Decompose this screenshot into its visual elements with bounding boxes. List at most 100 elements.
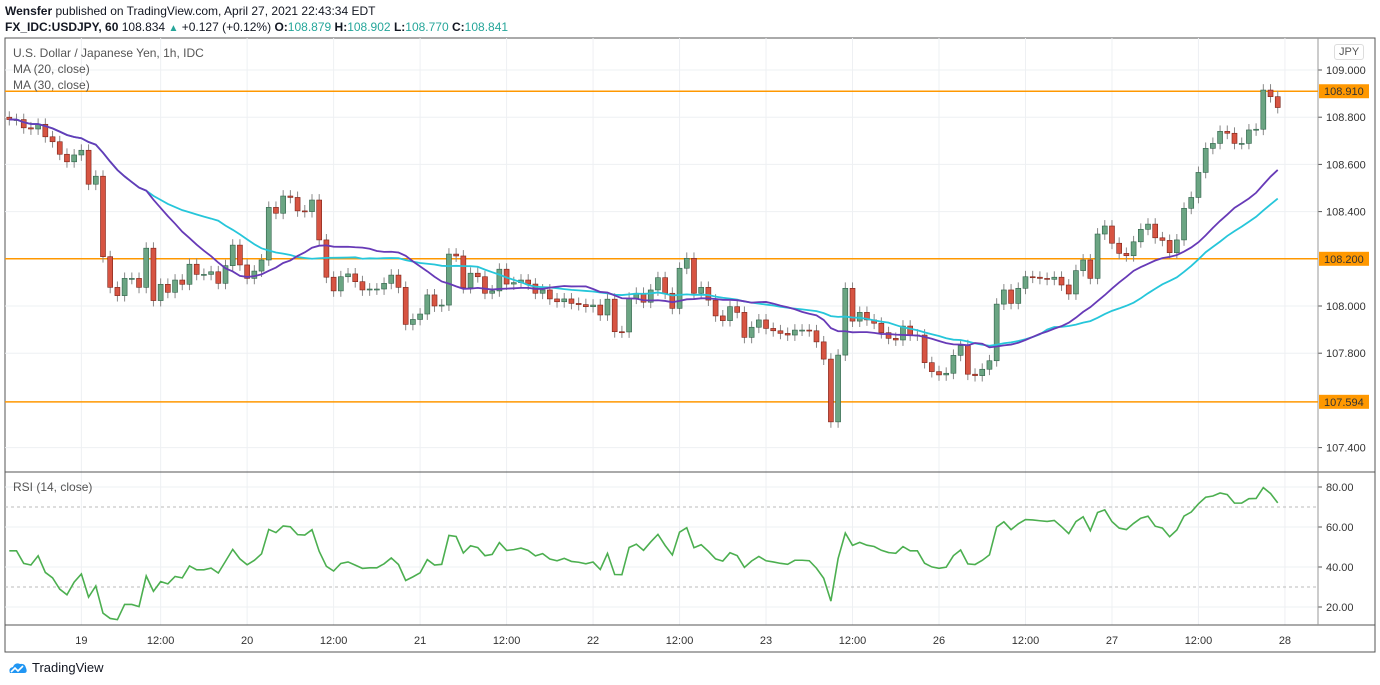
candle-up	[1015, 287, 1022, 304]
last-price: 108.834	[121, 20, 166, 34]
candle-up	[129, 278, 135, 280]
level-price-label: 108.910	[1324, 86, 1364, 98]
ma20-line	[9, 118, 1279, 349]
candle-down	[431, 294, 438, 307]
time-tick-label: 22	[587, 635, 599, 647]
candle-up	[1145, 223, 1151, 230]
candle-down	[100, 175, 106, 257]
candle-down	[583, 304, 589, 308]
rsi-tick-label: 40.00	[1326, 562, 1354, 574]
candle-down	[136, 278, 142, 288]
candle-up	[374, 288, 380, 291]
up-triangle-icon: ▲	[168, 23, 179, 34]
high-value: 108.902	[347, 20, 391, 34]
candle-down	[1008, 289, 1014, 304]
price-tick-label: 108.800	[1326, 112, 1366, 124]
candle-down	[1087, 259, 1094, 279]
candle-up	[467, 272, 474, 288]
candle-up	[381, 283, 387, 290]
symbol-info: FX_IDC:USDJPY, 60 108.834 ▲ +0.127 (+0.1…	[5, 20, 508, 34]
candle-up	[1130, 241, 1137, 257]
price-change: +0.127 (+0.12%)	[181, 20, 272, 34]
rsi-line	[9, 486, 1279, 621]
candle-down	[741, 312, 748, 338]
candle-down	[453, 253, 459, 257]
candle-up	[1210, 143, 1216, 149]
candle-down	[936, 371, 942, 376]
time-tick-label: 12:00	[666, 635, 694, 647]
candle-up	[1260, 89, 1267, 130]
candle-up	[792, 329, 798, 336]
candle-down	[1029, 276, 1036, 279]
candle-down	[547, 289, 553, 300]
candle-down	[597, 304, 604, 316]
candle-up	[1202, 148, 1209, 173]
time-tick-label: 23	[760, 635, 772, 647]
legend-rsi[interactable]: RSI (14, close)	[13, 480, 93, 494]
price-tick-label: 109.000	[1326, 65, 1366, 77]
candle-down	[1044, 278, 1050, 280]
price-tick-label: 107.800	[1326, 348, 1366, 360]
publish-info: Wensfer published on TradingView.com, Ap…	[5, 4, 375, 18]
candle-up	[683, 258, 690, 269]
author: Wensfer	[5, 4, 53, 18]
candle-up	[950, 355, 957, 374]
footer-brand[interactable]: TradingView	[32, 660, 104, 675]
candle-up	[1246, 129, 1252, 144]
candle-down	[712, 299, 719, 317]
candle-down	[806, 329, 813, 332]
candle-down	[705, 287, 712, 301]
candle-down	[1109, 225, 1115, 244]
candle-down	[1159, 237, 1166, 241]
candle-down	[878, 322, 885, 333]
chart-title: U.S. Dollar / Japanese Yen, 1h, IDC	[13, 46, 204, 60]
time-tick-label: 12:00	[147, 635, 175, 647]
candle-up	[1238, 143, 1245, 145]
candle-up	[698, 287, 704, 294]
time-tick-label: 12:00	[320, 635, 348, 647]
candle-up	[647, 289, 654, 303]
candle-down	[691, 258, 697, 294]
candle-down	[719, 315, 726, 321]
candle-down	[972, 373, 978, 376]
candle-down	[784, 333, 791, 336]
candle-up	[510, 282, 517, 285]
candle-up	[1051, 276, 1058, 280]
candle-up	[799, 329, 805, 332]
candle-down	[820, 341, 827, 360]
candle-down	[885, 332, 892, 339]
candle-up	[604, 298, 611, 316]
candle-down	[56, 141, 63, 155]
candle-down	[482, 276, 488, 294]
candle-up	[201, 274, 207, 276]
legend-ma30[interactable]: MA (30, close)	[13, 78, 90, 92]
candle-down	[193, 263, 200, 275]
candle-down	[611, 298, 618, 333]
candle-down	[301, 210, 308, 213]
candle-up	[835, 354, 841, 423]
candle-down	[402, 287, 409, 325]
candle-down	[42, 123, 49, 138]
candle-up	[1101, 225, 1108, 235]
candle-up	[655, 277, 661, 291]
low-value: 108.770	[405, 20, 449, 34]
candle-up	[626, 297, 632, 333]
candle-down	[965, 345, 971, 375]
candle-up	[1094, 233, 1101, 279]
candle-down	[359, 281, 366, 291]
candle-up	[727, 306, 733, 321]
candle-down	[474, 272, 481, 278]
time-tick-label: 20	[241, 635, 253, 647]
candle-down	[907, 325, 913, 336]
candle-up	[676, 267, 683, 309]
level-price-label: 107.594	[1324, 397, 1364, 409]
candle-down	[1166, 240, 1173, 253]
candle-down	[273, 207, 279, 214]
candle-up	[756, 319, 762, 328]
candle-up	[1195, 172, 1202, 198]
legend-ma20[interactable]: MA (20, close)	[13, 62, 90, 76]
candle-down	[575, 303, 582, 305]
currency-badge[interactable]: JPY	[1334, 44, 1365, 60]
candle-down	[244, 264, 250, 279]
